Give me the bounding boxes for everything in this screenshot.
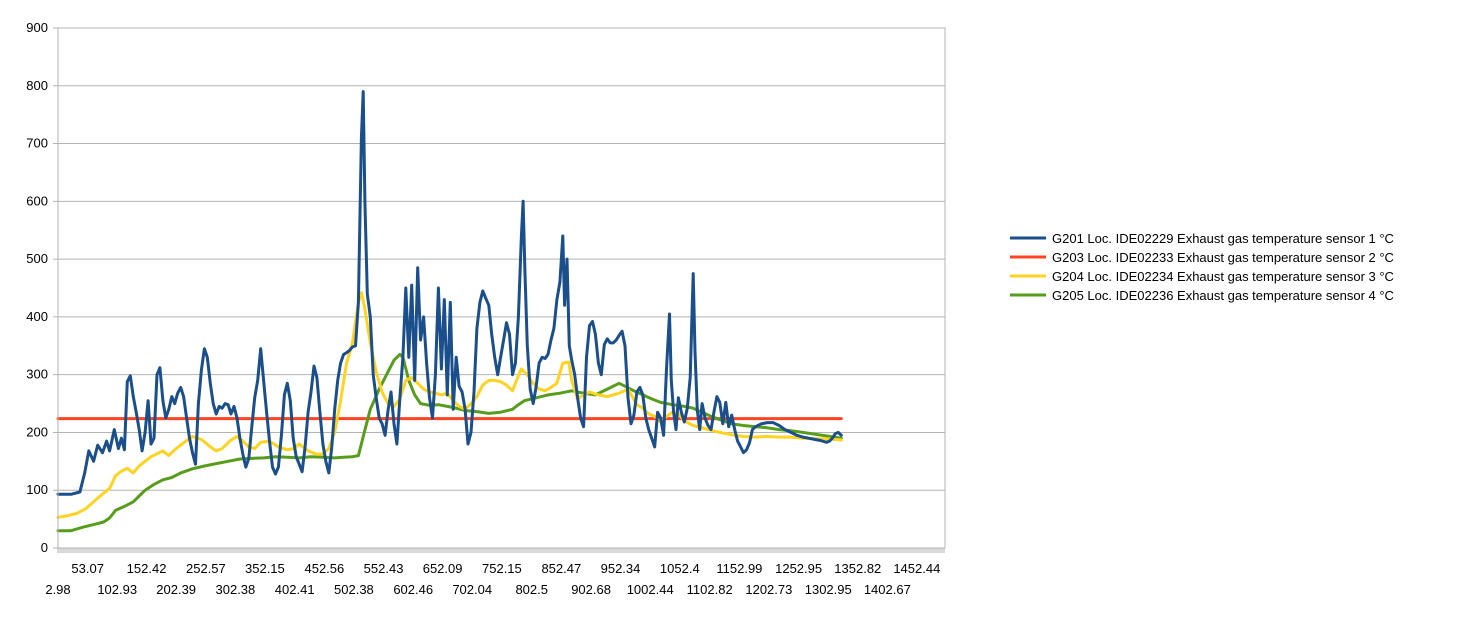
x-tick-label: 1452.44: [893, 561, 940, 576]
y-tick-label: 0: [41, 540, 48, 555]
legend-entry: G201 Loc. IDE02229 Exhaust gas temperatu…: [1052, 231, 1394, 246]
x-tick-label: 352.15: [245, 561, 285, 576]
x-tick-label: 702.04: [452, 582, 492, 597]
x-tick-label: 752.15: [482, 561, 522, 576]
y-tick-label: 400: [26, 309, 48, 324]
x-tick-label: 552.43: [364, 561, 404, 576]
x-tick-label: 1402.67: [864, 582, 911, 597]
x-tick-label: 53.07: [71, 561, 104, 576]
x-tick-label: 252.57: [186, 561, 226, 576]
x-tick-label: 1202.73: [745, 582, 792, 597]
x-axis-tick-labels: 53.07 152.42 252.57 352.15 452.56 552.43 652.0…: [45, 561, 940, 597]
plot-lines: [56, 90, 843, 533]
legend-entry: G205 Loc. IDE02236 Exhaust gas temperatu…: [1052, 288, 1394, 303]
x-tick-label: 1002.44: [627, 582, 674, 597]
y-tick-label: 800: [26, 78, 48, 93]
plot-area-border: [57, 27, 946, 549]
y-tick-label: 200: [26, 424, 48, 439]
y-tick-label: 100: [26, 482, 48, 497]
x-axis-tick-marks: [57, 548, 945, 553]
x-tick-label: 852.47: [541, 561, 581, 576]
x-tick-label: 102.93: [97, 582, 137, 597]
y-tick-label: 900: [26, 20, 48, 35]
legend: G201 Loc. IDE02229 Exhaust gas temperatu…: [1010, 231, 1394, 303]
x-tick-label: 502.38: [334, 582, 374, 597]
y-tick-label: 300: [26, 367, 48, 382]
x-tick-label: 402.41: [275, 582, 315, 597]
legend-entry: G204 Loc. IDE02234 Exhaust gas temperatu…: [1052, 269, 1394, 284]
x-tick-label: 152.42: [127, 561, 167, 576]
x-tick-label: 1052.4: [660, 561, 700, 576]
series-line-4: [56, 352, 843, 533]
x-tick-label: 302.38: [216, 582, 256, 597]
x-tick-label: 202.39: [156, 582, 196, 597]
legend-entry: G203 Loc. IDE02233 Exhaust gas temperatu…: [1052, 250, 1394, 265]
x-tick-label: 2.98: [45, 582, 70, 597]
y-axis-tick-labels: 0 100 200 300 400 500 600 700 800 900: [26, 20, 48, 555]
x-tick-label: 652.09: [423, 561, 463, 576]
x-tick-label: 802.5: [515, 582, 548, 597]
x-tick-label: 1152.99: [716, 561, 762, 576]
x-tick-label: 952.34: [601, 561, 641, 576]
x-tick-label: 452.56: [304, 561, 344, 576]
x-tick-label: 602.46: [393, 582, 433, 597]
y-tick-label: 500: [26, 251, 48, 266]
x-tick-label: 1252.95: [775, 561, 822, 576]
x-tick-label: 1352.82: [834, 561, 881, 576]
x-tick-label: 1102.82: [687, 582, 733, 597]
x-tick-label: 1302.95: [805, 582, 852, 597]
y-tick-label: 600: [26, 193, 48, 208]
y-tick-label: 700: [26, 136, 48, 151]
series-line-1: [56, 90, 843, 496]
x-tick-label: 902.68: [571, 582, 611, 597]
